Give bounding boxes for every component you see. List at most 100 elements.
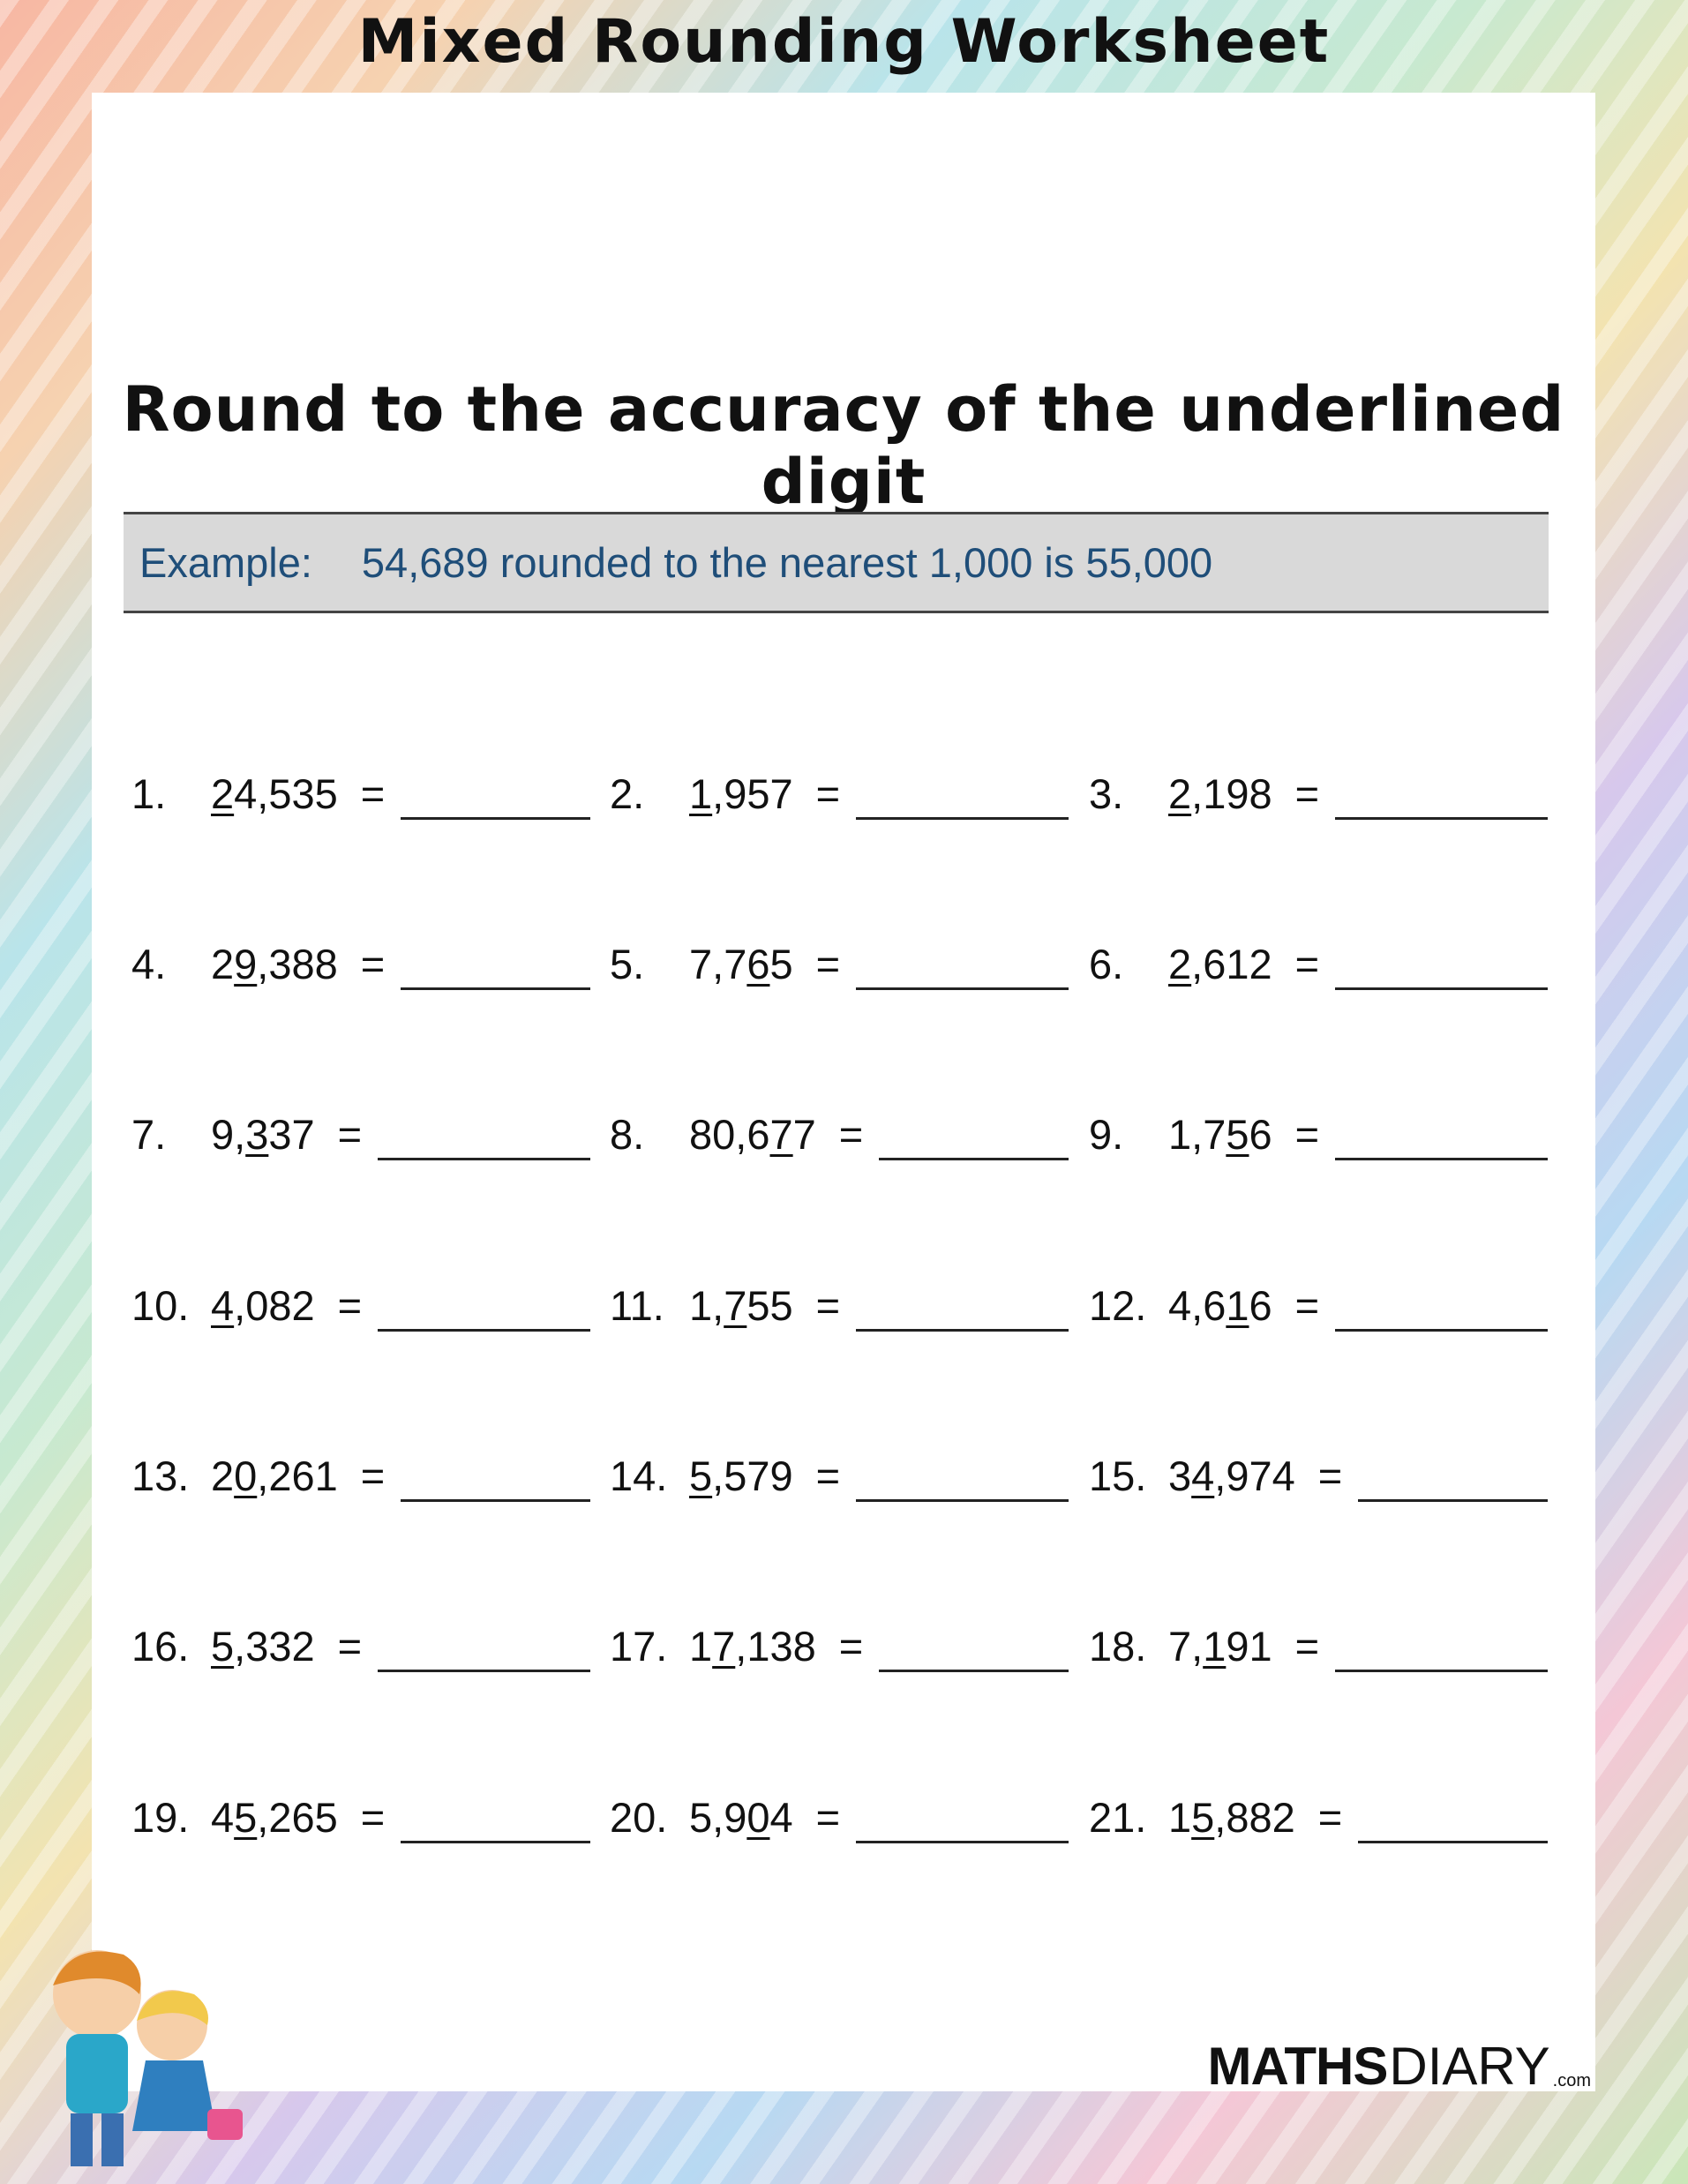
digits-before: 7, <box>1168 1623 1204 1670</box>
underlined-digit: 5 <box>1191 1794 1215 1841</box>
problem-number: 8. <box>610 1111 645 1158</box>
problem-value: 4,616 <box>1168 1281 1272 1330</box>
problem-item: 19. 45,265 = <box>131 1789 590 1843</box>
example-box: Example: 54,689 rounded to the nearest 1… <box>124 512 1549 613</box>
underlined-digit: 7 <box>769 1111 793 1158</box>
underlined-digit: 0 <box>746 1794 770 1841</box>
underlined-digit: 7 <box>724 1282 747 1329</box>
problem-value: 4,082 <box>211 1281 315 1330</box>
equals-sign: = <box>838 1623 864 1670</box>
problem-value: 34,974 <box>1168 1452 1295 1500</box>
answer-blank[interactable] <box>1335 1670 1548 1672</box>
problem-value: 2,198 <box>1168 769 1272 818</box>
problem-value: 1,957 <box>689 769 793 818</box>
answer-blank[interactable] <box>879 1158 1069 1160</box>
problem-item: 16. 5,332 = <box>131 1617 590 1672</box>
equals-sign: = <box>1294 770 1320 817</box>
problem-value: 5,579 <box>689 1452 793 1500</box>
equals-sign: = <box>360 941 386 987</box>
kids-illustration <box>53 1950 243 2166</box>
problem-number: 2. <box>610 770 645 817</box>
problem-item: 8. 80,677 = <box>610 1106 1069 1160</box>
underlined-digit: 5 <box>689 1452 713 1499</box>
digits-after: 5 <box>769 941 793 987</box>
digits-after: ,882 <box>1214 1794 1295 1841</box>
problem-item: 17. 17,138 = <box>610 1617 1069 1672</box>
problem-value: 17,138 <box>689 1622 816 1670</box>
problem-value: 24,535 <box>211 769 338 818</box>
equals-sign: = <box>815 1794 841 1841</box>
problem-number: 20. <box>610 1794 668 1841</box>
underlined-digit: 7 <box>712 1623 736 1670</box>
problem-value: 5,904 <box>689 1793 793 1842</box>
answer-blank[interactable] <box>378 1329 590 1332</box>
answer-blank[interactable] <box>1335 817 1548 820</box>
answer-blank[interactable] <box>378 1670 590 1672</box>
equals-sign: = <box>360 770 386 817</box>
answer-blank[interactable] <box>856 1499 1069 1502</box>
digits-before: 2 <box>211 1452 235 1499</box>
problem-item: 15. 34,974 = <box>1089 1447 1548 1502</box>
problem-number: 10. <box>131 1282 190 1329</box>
equals-sign: = <box>360 1794 386 1841</box>
digits-after: ,579 <box>712 1452 793 1499</box>
problem-number: 9. <box>1089 1111 1124 1158</box>
answer-blank[interactable] <box>401 987 590 990</box>
digits-after: ,612 <box>1191 941 1272 987</box>
answer-blank[interactable] <box>1358 1499 1548 1502</box>
answer-blank[interactable] <box>401 1841 590 1843</box>
equals-sign: = <box>815 770 841 817</box>
equals-sign: = <box>1294 1623 1320 1670</box>
equals-sign: = <box>337 1623 363 1670</box>
underlined-digit: 3 <box>245 1111 269 1158</box>
answer-blank[interactable] <box>856 1841 1069 1843</box>
answer-blank[interactable] <box>401 817 590 820</box>
underlined-digit: 4 <box>1191 1452 1215 1499</box>
problem-item: 12. 4,616 = <box>1089 1277 1548 1332</box>
underlined-digit: 4 <box>211 1282 235 1329</box>
problem-value: 80,677 <box>689 1110 816 1159</box>
digits-before: 1 <box>689 1623 713 1670</box>
problem-number: 11. <box>610 1282 664 1329</box>
answer-blank[interactable] <box>879 1670 1069 1672</box>
problem-item: 14. 5,579 = <box>610 1447 1069 1502</box>
problem-number: 12. <box>1089 1282 1147 1329</box>
equals-sign: = <box>360 1452 386 1499</box>
digits-after: ,138 <box>735 1623 816 1670</box>
digits-after: 91 <box>1226 1623 1272 1670</box>
problem-value: 45,265 <box>211 1793 338 1842</box>
answer-blank[interactable] <box>1335 1158 1548 1160</box>
problem-number: 16. <box>131 1623 190 1670</box>
problem-item: 11. 1,755 = <box>610 1277 1069 1332</box>
example-label: Example: <box>139 539 312 586</box>
problem-number: 17. <box>610 1623 668 1670</box>
underlined-digit: 1 <box>1203 1623 1227 1670</box>
equals-sign: = <box>1294 941 1320 987</box>
answer-blank[interactable] <box>856 1329 1069 1332</box>
answer-blank[interactable] <box>1335 1329 1548 1332</box>
example-text: 54,689 rounded to the nearest 1,000 is 5… <box>361 539 1213 586</box>
answer-blank[interactable] <box>378 1158 590 1160</box>
problem-item: 18. 7,191 = <box>1089 1617 1548 1672</box>
answer-blank[interactable] <box>1335 987 1548 990</box>
problem-item: 9. 1,756 = <box>1089 1106 1548 1160</box>
instructions-heading: Round to the accuracy of the underlined … <box>122 373 1565 518</box>
digits-after: ,198 <box>1191 770 1272 817</box>
underlined-digit: 2 <box>1168 770 1192 817</box>
logo-suffix: .com <box>1552 2071 1591 2090</box>
problem-item: 21. 15,882 = <box>1089 1789 1548 1843</box>
problem-number: 13. <box>131 1452 190 1499</box>
digits-before: 1, <box>689 1282 724 1329</box>
digits-before: 1,7 <box>1168 1111 1227 1158</box>
answer-blank[interactable] <box>401 1499 590 1502</box>
answer-blank[interactable] <box>856 987 1069 990</box>
answer-blank[interactable] <box>856 817 1069 820</box>
digits-after: ,388 <box>257 941 338 987</box>
problem-number: 21. <box>1089 1794 1147 1841</box>
answer-blank[interactable] <box>1358 1841 1548 1843</box>
problem-item: 5. 7,765 = <box>610 935 1069 990</box>
underlined-digit: 2 <box>1168 941 1192 987</box>
underlined-digit: 5 <box>211 1623 235 1670</box>
problem-number: 14. <box>610 1452 668 1499</box>
problem-number: 18. <box>1089 1623 1147 1670</box>
